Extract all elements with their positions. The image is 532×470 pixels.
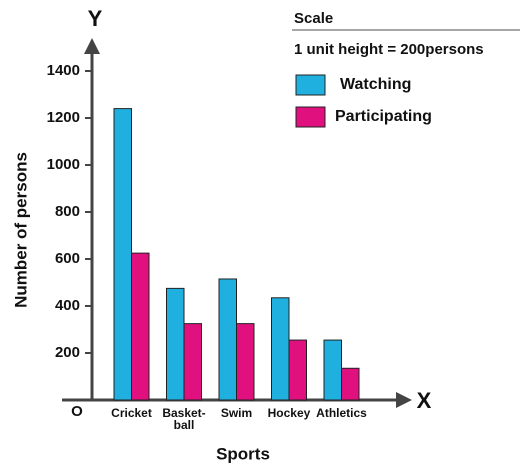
scale-text: 1 unit height = 200persons	[294, 41, 484, 58]
x-tick-label: Hockey	[268, 406, 311, 420]
y-axis-arrow	[84, 38, 100, 54]
y-axis-letter: Y	[88, 6, 103, 31]
x-tick-label: Athletics	[316, 406, 367, 420]
bar	[236, 323, 255, 401]
y-tick-label: 1200	[47, 109, 80, 126]
scale-title: Scale	[294, 10, 333, 27]
x-tick-label: Swim	[221, 406, 252, 420]
bar	[131, 252, 150, 401]
origin-label: O	[71, 403, 83, 420]
legend-label: Participating	[335, 108, 432, 125]
y-tick-label: 1000	[47, 156, 80, 173]
bar	[271, 297, 290, 401]
x-tick-label: Basket-ball	[162, 406, 205, 432]
legend-swatch	[295, 106, 326, 128]
x-axis-arrow	[396, 392, 412, 408]
y-axis-title: Number of persons	[11, 152, 30, 308]
y-tick-label: 1400	[47, 62, 80, 79]
x-tick-label: Cricket	[111, 406, 152, 420]
y-tick-label: 800	[55, 203, 80, 220]
x-axis-letter: X	[417, 388, 432, 413]
legend-swatch	[295, 74, 326, 96]
bar	[166, 287, 185, 401]
y-tick-label: 400	[55, 297, 80, 314]
bar	[183, 323, 202, 401]
bar	[218, 278, 237, 401]
legend-label: Watching	[340, 76, 411, 93]
bar	[341, 367, 360, 401]
bar	[288, 339, 307, 401]
y-tick-label: 600	[55, 250, 80, 267]
bar	[113, 108, 132, 401]
bar	[323, 339, 342, 401]
y-tick-label: 200	[55, 344, 80, 361]
x-axis-title: Sports	[216, 444, 270, 463]
